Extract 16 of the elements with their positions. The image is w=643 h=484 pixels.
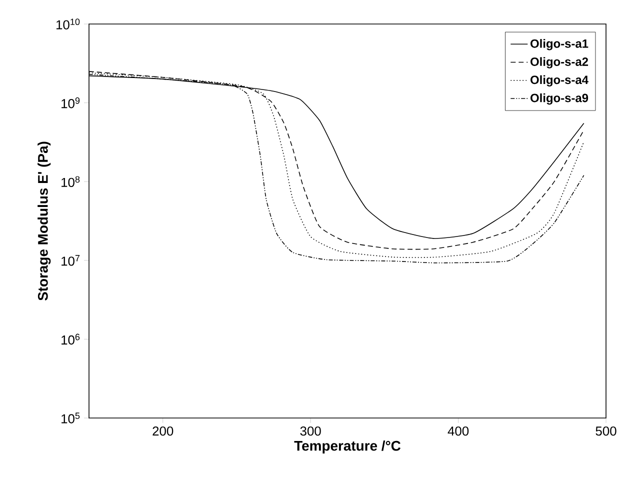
- y-tick-label: 10$^{8}$: [62, 176, 80, 187]
- x-tick-label: 300: [300, 426, 321, 436]
- y-tick-label: 10$^{6}$: [62, 334, 80, 345]
- legend-label: Oligo-s-a9: [530, 93, 588, 105]
- y-tick-label: 10$^{7}$: [62, 255, 80, 266]
- x-tick-label: 400: [448, 426, 469, 436]
- legend-label: Oligo-s-a4: [530, 75, 588, 86]
- legend-label: Oligo-s-a1: [530, 39, 588, 50]
- x-axis-title: Temperature /°C: [294, 440, 401, 454]
- x-tick-label: 200: [152, 426, 174, 436]
- legend-label: Oligo-s-a2: [530, 57, 588, 68]
- y-tick-label: 10$^{9}$: [62, 97, 80, 108]
- y-tick-label: 10$^{10}$: [56, 18, 80, 30]
- y-axis-title: Storage Modulus E' (Pa): [38, 142, 51, 301]
- y-tick-label: 10$^{5}$: [62, 412, 80, 424]
- x-tick-label: 500: [596, 426, 616, 436]
